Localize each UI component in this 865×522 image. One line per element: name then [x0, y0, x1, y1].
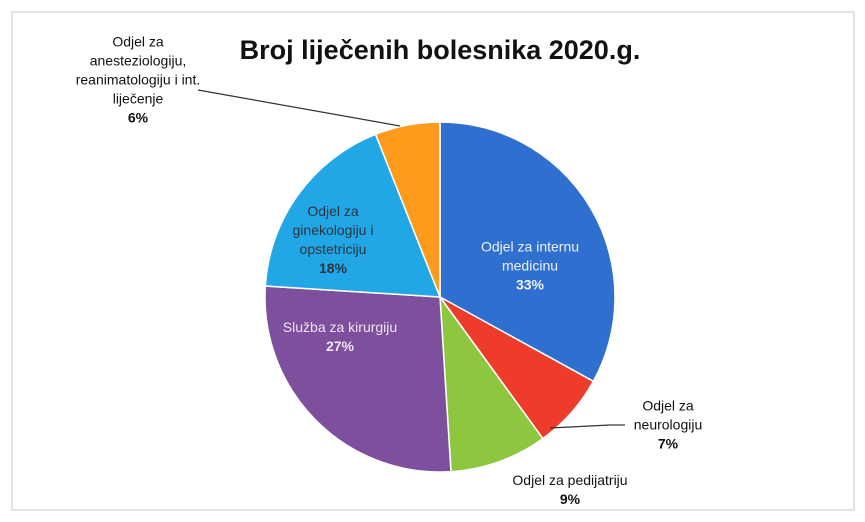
slice-label: Odjel za pedijatriju 9%: [470, 471, 670, 509]
pie-slice: [439, 294, 544, 473]
category-label: Odjel za pedijatriju: [512, 472, 628, 488]
category-label: Odjel za neurologiju: [633, 397, 703, 433]
value-label: 27%: [325, 338, 355, 354]
slice-label: Odjel za ginekologiju i opstetriciju 18%: [281, 202, 386, 278]
value-label: 9%: [559, 491, 581, 507]
category-label: Služba za kirurgiju: [282, 319, 398, 335]
chart-title: Broj liječenih bolesnika 2020.g.: [240, 35, 641, 65]
value-label: 7%: [657, 435, 679, 452]
category-label: Odjel za anesteziologiju, reanimatologij…: [75, 33, 201, 107]
pie-slice: [439, 121, 616, 383]
slice-label: Odjel za internu medicinu 33%: [463, 238, 598, 295]
category-label: Odjel za internu medicinu: [480, 238, 580, 274]
value-label: 33%: [515, 276, 545, 293]
value-label: 6%: [127, 109, 149, 126]
leader-line: [549, 424, 611, 429]
slice-label: Služba za kirurgiju 27%: [253, 318, 428, 356]
leader-line: [197, 89, 401, 127]
category-label: Odjel za ginekologiju i opstetriciju: [292, 203, 374, 257]
value-label: 18%: [318, 260, 348, 276]
pie-slice: [374, 121, 441, 298]
pie-slice: [264, 133, 442, 298]
pie-slice: [264, 285, 452, 473]
slice-label: Odjel za neurologiju 7%: [621, 397, 716, 454]
slice-label: Odjel za anesteziologiju, reanimatologij…: [71, 33, 206, 128]
